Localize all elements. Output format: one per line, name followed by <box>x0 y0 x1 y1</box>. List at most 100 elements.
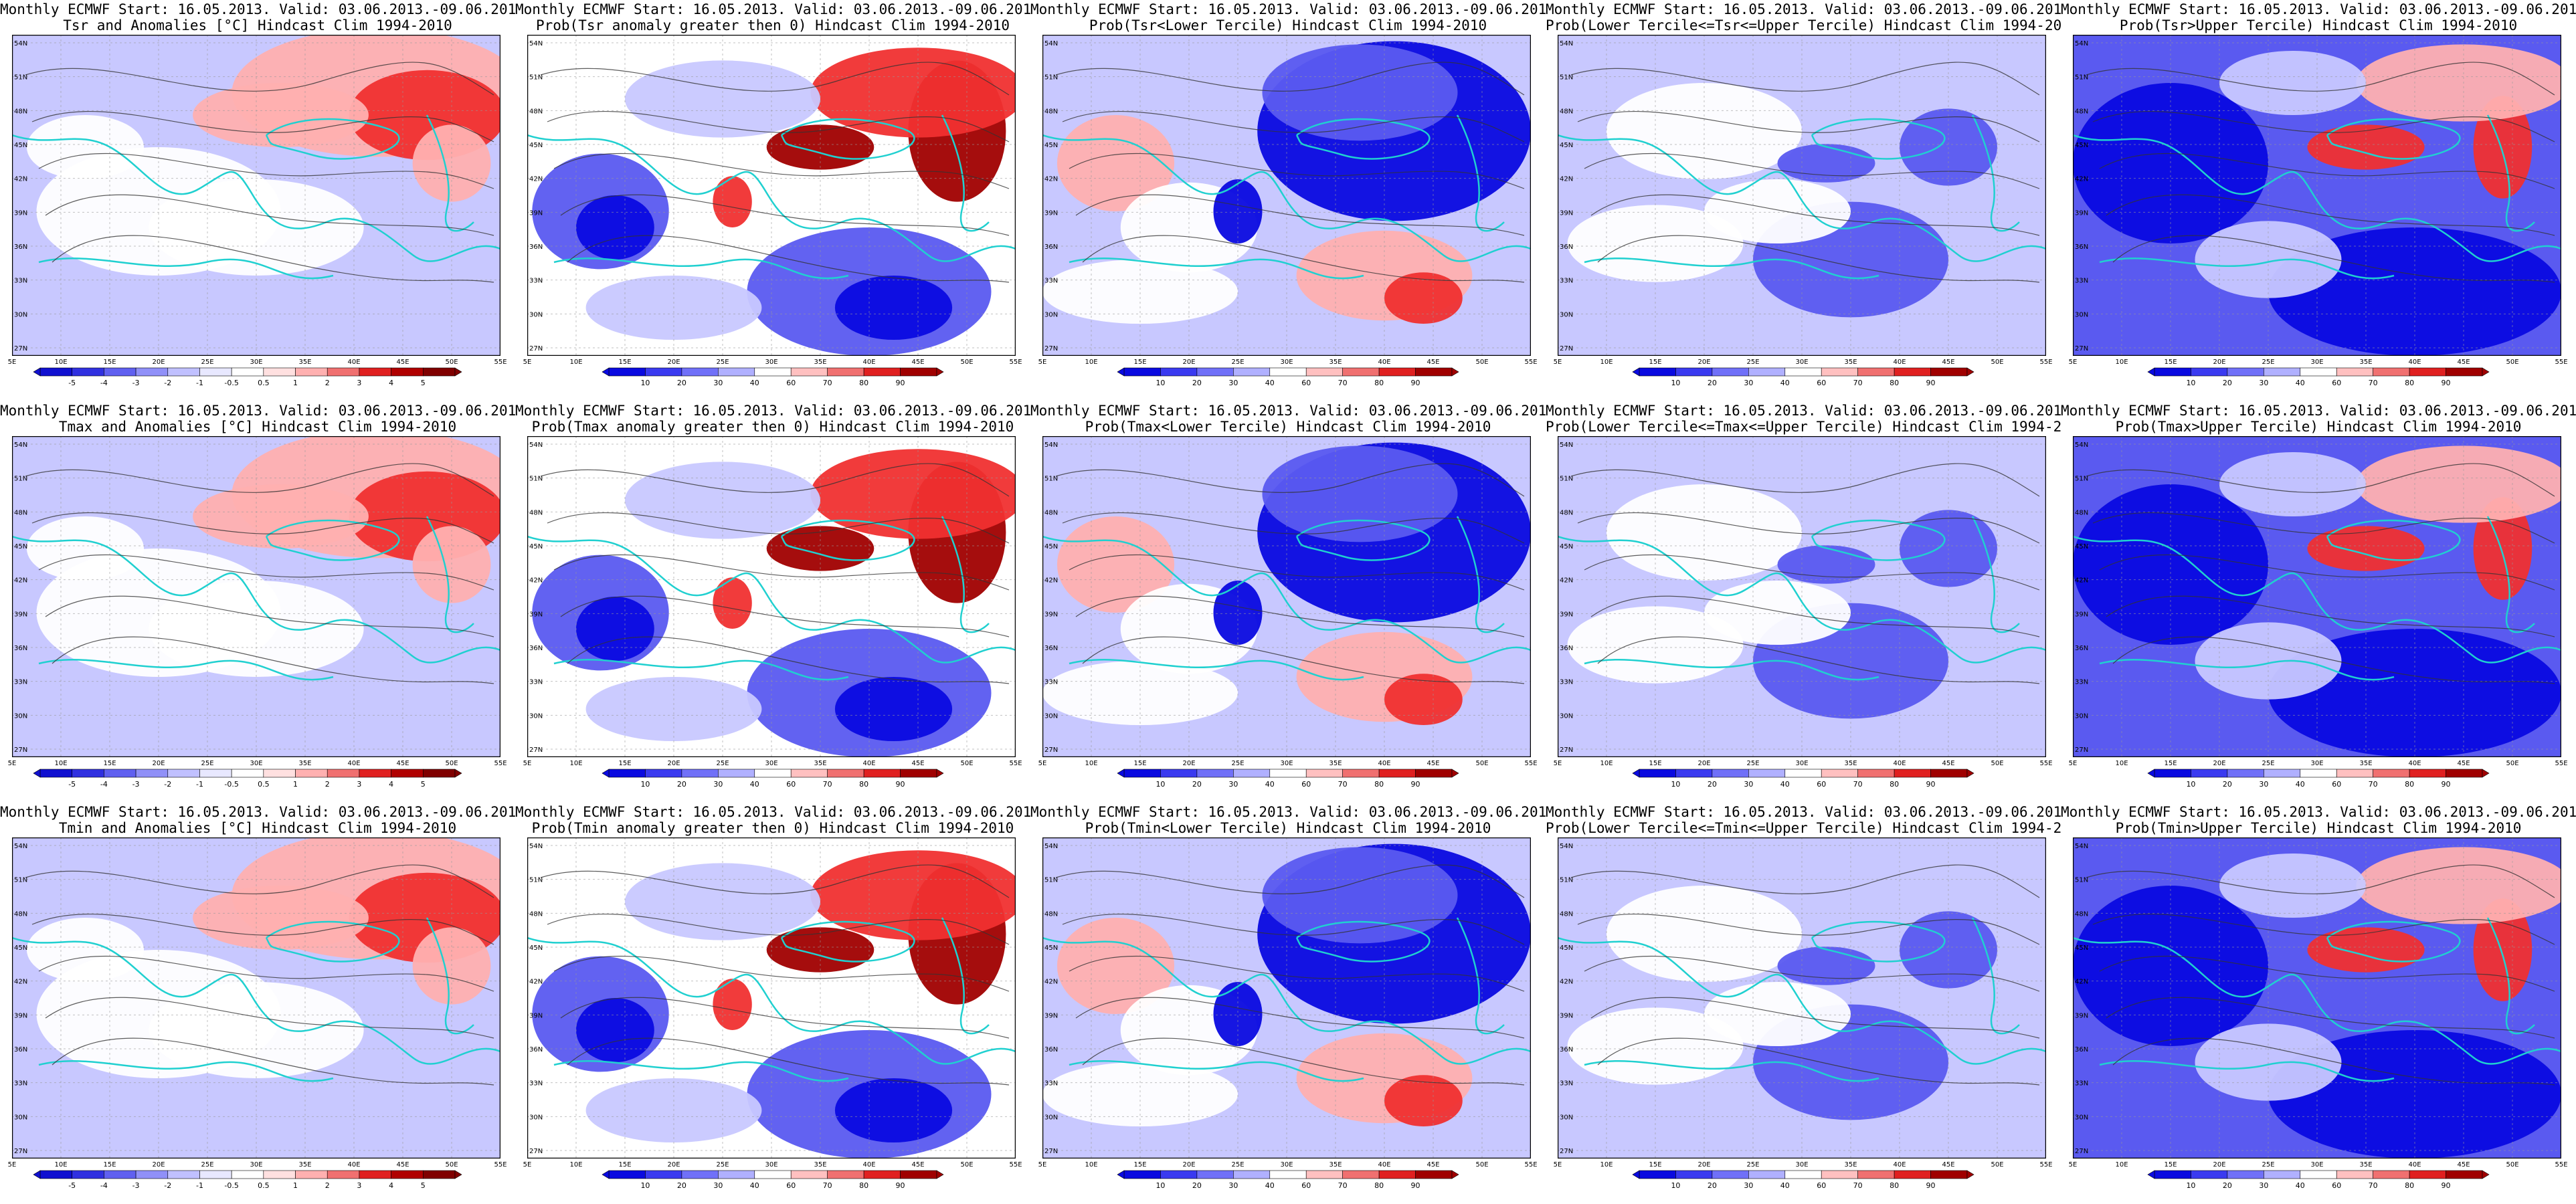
field-region <box>1777 144 1875 183</box>
longitude-label: 25E <box>716 760 729 767</box>
colour-scale-swatch <box>1857 367 1895 377</box>
colour-scale-swatch <box>1160 1170 1198 1179</box>
colour-scale-swatch <box>1639 769 1676 778</box>
map-area: 54N 51N 48N 45N 42N 39N 36N 33N 30N 27N <box>1558 436 2046 757</box>
latitude-label: 42N <box>14 979 27 986</box>
latitude-label: 36N <box>529 243 543 251</box>
longitude-label: 25E <box>716 1161 729 1169</box>
field-region <box>193 83 369 147</box>
colour-scale-swatch <box>1123 769 1161 778</box>
colour-scale-label: -1 <box>196 780 203 789</box>
colour-scale-label: -5 <box>68 1181 76 1190</box>
longitude-label: 25E <box>2262 359 2274 366</box>
colour-scale-label: 10 <box>2186 780 2195 789</box>
colour-scale-label: 30 <box>713 379 723 387</box>
isotherm-contour <box>38 554 494 591</box>
isotherm-contour <box>2106 997 2555 1039</box>
isotherm-contour <box>2112 636 2555 684</box>
longitude-axis: 5E 10E 15E 20E 25E 30E 35E 40E 45E 50E 55E <box>523 359 1022 366</box>
colour-scale-label: 20 <box>1192 379 1202 387</box>
field-region <box>2356 445 2561 523</box>
longitude-label: 30E <box>2310 1161 2323 1169</box>
longitude-label: 30E <box>2310 359 2323 366</box>
colour-scale-swatch <box>1305 1170 1343 1179</box>
colour-scale-swatch <box>2154 367 2191 377</box>
colour-scale-swatch <box>863 367 901 377</box>
longitude-label: 25E <box>2262 760 2274 767</box>
latitude-label: 30N <box>1560 311 1573 318</box>
latitude-label: 36N <box>1560 645 1573 652</box>
panel-title: Prob(Tsr anomaly greater then 0) Hindcas… <box>535 17 1010 33</box>
latitude-label: 42N <box>14 176 27 183</box>
colour-scale-label: 10 <box>1156 1181 1165 1190</box>
colour-scale-label: 70 <box>1338 1181 1348 1190</box>
longitude-label: 55E <box>1009 760 1022 767</box>
coastline <box>2073 516 2561 681</box>
longitude-label: 40E <box>2408 359 2421 366</box>
longitude-label: 45E <box>1427 1161 1439 1169</box>
longitude-label: 5E <box>1554 1161 1562 1169</box>
longitude-label: 30E <box>1795 359 1808 366</box>
longitude-label: 10E <box>1085 359 1097 366</box>
colour-scale-swatch <box>754 367 792 377</box>
longitude-label: 35E <box>1329 1161 1342 1169</box>
latitude-label: 45N <box>1044 944 1058 952</box>
latitude-label: 48N <box>1560 509 1573 516</box>
field-region <box>1213 179 1263 243</box>
latitude-label: 27N <box>529 1148 543 1155</box>
latitude-label: 42N <box>1560 176 1573 183</box>
longitude-label: 30E <box>1280 760 1293 767</box>
colour-scale-label: 4 <box>389 780 393 789</box>
latitude-label: 27N <box>529 746 543 754</box>
isotherm-contour <box>1597 1037 2040 1086</box>
longitude-label: 10E <box>1085 1161 1097 1169</box>
colour-scale-swatch <box>263 1170 296 1179</box>
colour-scale-swatch <box>718 1170 755 1179</box>
colour-scale-label: 30 <box>1228 1181 1238 1190</box>
isotherm-contour <box>1082 1037 1525 1086</box>
colour-scale-label: 60 <box>1817 780 1826 789</box>
colour-scale-label: -3 <box>132 780 140 789</box>
longitude-label: 50E <box>445 1161 458 1169</box>
colour-scale-swatch <box>1415 769 1453 778</box>
longitude-label: 30E <box>1795 1161 1808 1169</box>
isotherm-contour <box>560 194 1010 236</box>
colour-scale-label: 4 <box>389 1181 393 1190</box>
colour-scale-swatch <box>295 1170 328 1179</box>
colour-scale-swatch <box>2300 1170 2337 1179</box>
isotherm-contour <box>1075 194 1525 236</box>
latitude-label: 39N <box>14 611 27 618</box>
colour-scale-label: 4 <box>389 379 393 387</box>
longitude-label: 50E <box>2506 359 2518 366</box>
colour-scale-swatch <box>2227 1170 2264 1179</box>
colour-scale-swatch <box>1675 367 1713 377</box>
colour-scale-label: 30 <box>2259 780 2268 789</box>
colour-scale-swatch <box>2264 769 2301 778</box>
longitude-label: 15E <box>1133 359 1146 366</box>
colour-scale-swatch <box>135 367 169 377</box>
longitude-axis: 5E 10E 15E 20E 25E 30E 35E 40E 45E 50E 55E <box>523 1161 1022 1169</box>
latitude-label: 45N <box>1560 142 1573 149</box>
colour-scale-swatch <box>681 1170 719 1179</box>
colour-scale-swatch <box>1712 1170 1749 1179</box>
colour-scale-swatch <box>1233 769 1271 778</box>
latitude-label: 27N <box>1560 345 1573 353</box>
latitude-label: 54N <box>1044 843 1058 850</box>
field-region <box>1213 982 1263 1046</box>
latitude-label: 36N <box>1044 243 1058 251</box>
longitude-axis: 5E 10E 15E 20E 25E 30E 35E 40E 45E 50E 55E <box>1038 760 1538 767</box>
longitude-label: 35E <box>814 359 826 366</box>
latitude-label: 48N <box>2075 509 2088 516</box>
colour-scale-swatch <box>72 769 104 778</box>
colour-scale-label: 20 <box>1708 1181 1717 1190</box>
field-region <box>576 998 654 1062</box>
panel-source-line: Monthly ECMWF Start: 16.05.2013. Valid: … <box>515 1 1030 17</box>
longitude-label: 50E <box>1991 1161 2003 1169</box>
isotherm-contour <box>1069 153 1525 189</box>
longitude-label: 50E <box>445 359 458 366</box>
colour-scale-label: 0.5 <box>258 379 270 387</box>
colour-scale-swatch <box>327 769 360 778</box>
coastline <box>527 516 1016 681</box>
colour-scale-swatch <box>718 367 755 377</box>
field-region <box>1384 674 1463 725</box>
